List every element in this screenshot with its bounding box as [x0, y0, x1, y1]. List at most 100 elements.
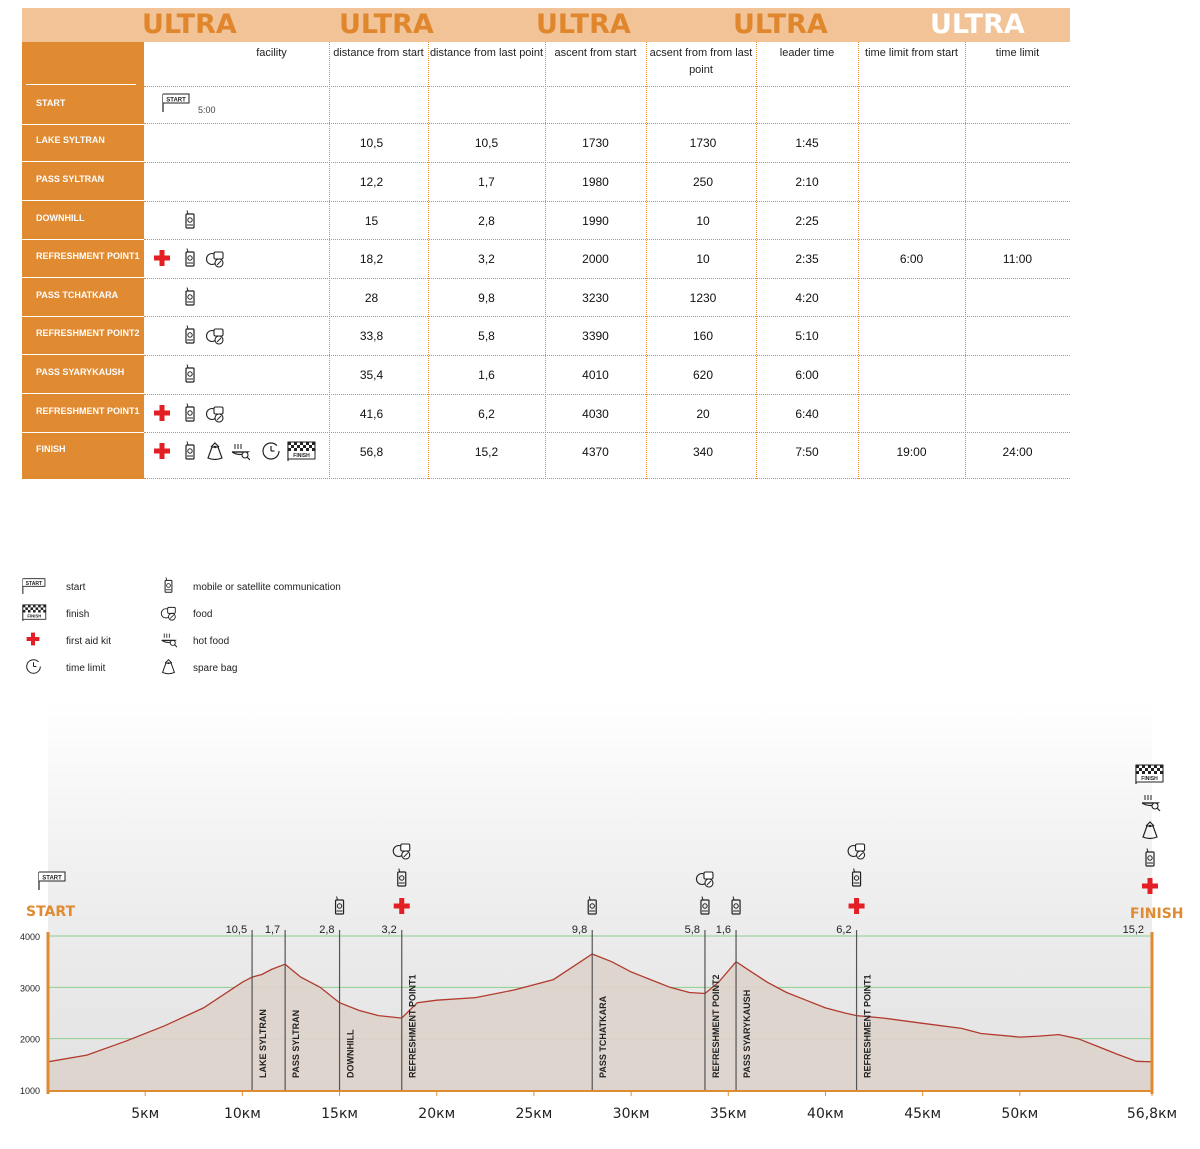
clock-icon: [261, 441, 281, 467]
table-cell: 2:25: [795, 214, 819, 228]
aid-icon: [1142, 878, 1158, 894]
row-divider: [144, 123, 1070, 124]
row-label: REFRESHMENT POINT1: [36, 406, 140, 416]
phone-icon: [180, 364, 200, 390]
phone-icon: [851, 868, 862, 887]
table-cell: 6:40: [795, 407, 819, 421]
legend-label: food: [193, 609, 213, 620]
ultra-banner-label: ULTRA: [339, 9, 434, 40]
segment-distance-label: 6,2: [836, 924, 851, 936]
ultra-banner-label: ULTRA: [536, 9, 631, 40]
row-divider: [144, 478, 1070, 479]
row-label: DOWNHILL: [36, 213, 85, 223]
phone-icon: [160, 577, 177, 600]
finish-icon: FINISH: [287, 441, 317, 467]
row-label-separator: [22, 316, 144, 317]
table-cell: 4030: [582, 407, 609, 421]
phone-icon: [1145, 848, 1155, 867]
elevation-profile-chart: 1000 2000 3000 4000 5км 10км 15км 20км 25км 30км 3…: [20, 699, 1184, 1122]
food-icon: [160, 604, 177, 627]
column-header: ascent from start: [554, 47, 637, 59]
food-icon: [847, 843, 866, 860]
row-label-separator: [22, 200, 144, 201]
checkpoint-name: PASS TCHATKARA: [598, 995, 608, 1078]
aid-icon: [152, 403, 172, 429]
checkpoint-name: REFRESHMENT POINT1: [408, 974, 418, 1078]
segment-distance-label: 1,7: [265, 924, 280, 936]
ultra-banner-label: ULTRA: [733, 9, 828, 40]
table-cell: 10: [696, 252, 710, 266]
svg-text:FINISH: FINISH: [293, 453, 310, 459]
x-tick-label: 50км: [1001, 1106, 1038, 1122]
row-label-separator: [22, 432, 144, 433]
table-cell: 6:00: [795, 368, 819, 382]
aid-icon: [848, 898, 865, 914]
checkpoint-name: LAKE SYLTRAN: [258, 1009, 268, 1078]
column-header: time limit: [995, 47, 1040, 59]
bag-icon: [160, 658, 177, 681]
table-cell: 7:50: [795, 445, 819, 459]
table-cell: 6:00: [899, 252, 924, 266]
row-divider: [144, 201, 1070, 202]
row-divider: [144, 86, 1070, 87]
table-cell: 160: [692, 329, 714, 343]
x-tick-label: 35км: [710, 1106, 747, 1122]
table-cell: 1,7: [478, 175, 495, 189]
x-tick-label: 20км: [418, 1106, 455, 1122]
row-label-column: START LAKE SYLTRAN PASS SYLTRAN DOWNHILL REF…: [22, 42, 144, 479]
column-header: facility: [256, 47, 287, 59]
hotfood-icon: [1141, 795, 1161, 812]
start-icon: START: [22, 577, 48, 600]
table-cell: 4:20: [795, 291, 819, 305]
row-label-separator: [22, 393, 144, 394]
phone-icon: [397, 868, 407, 887]
table-cell: 2000: [582, 252, 609, 266]
hotfood-icon: [230, 441, 251, 467]
table-cell: 1990: [582, 214, 609, 228]
table-cell: 3230: [582, 291, 609, 305]
row-label: START: [36, 98, 66, 108]
table-cell: 9,8: [478, 291, 495, 305]
table-cell: 33,8: [359, 329, 384, 343]
x-tick-label: 56,8км: [1127, 1106, 1177, 1122]
table-cell: 41,6: [359, 407, 384, 421]
table-cell: 1980: [582, 175, 609, 189]
table-cell: 2,8: [478, 214, 495, 228]
column-divider: [756, 42, 757, 479]
start-icon: START: [38, 871, 66, 890]
phone-icon: [180, 248, 200, 274]
row-label: PASS SYARYKAUSH: [36, 367, 125, 377]
column-header: acsent from from last point: [649, 47, 753, 76]
table-cell: 10: [696, 214, 710, 228]
phone-icon: [180, 403, 200, 429]
svg-text:START: START: [26, 581, 43, 587]
table-cell: 5,8: [478, 329, 495, 343]
table-cell: 10,5: [359, 136, 384, 150]
segment-distance-label: 9,8: [572, 924, 587, 936]
y-tick-label: 1000: [20, 1086, 40, 1096]
bag-icon: [205, 441, 225, 467]
start-label: START: [26, 904, 76, 920]
elevation-area: [48, 954, 1152, 1090]
table-cell: 4370: [582, 445, 609, 459]
table-cell: 1230: [689, 291, 717, 305]
checkpoint-name: DOWNHILL: [346, 1029, 356, 1078]
table-cell: 5:10: [795, 329, 819, 343]
legend-label: mobile or satellite communication: [193, 582, 341, 593]
table-cell: 2:35: [795, 252, 819, 266]
row-label-separator: [22, 161, 144, 162]
table-cell: 12,2: [359, 175, 384, 189]
y-tick-label: 3000: [20, 983, 40, 993]
row-divider: [144, 278, 1070, 279]
header-separator: [26, 84, 136, 85]
column-divider: [428, 42, 429, 479]
table-cell: 3,2: [478, 252, 495, 266]
phone-icon: [700, 896, 710, 915]
x-tick-label: 45км: [904, 1106, 941, 1122]
finish-label: FINISH: [1130, 906, 1184, 922]
column-header: leader time: [779, 47, 835, 59]
legend-label: first aid kit: [66, 636, 112, 647]
legend-label: hot food: [193, 636, 230, 647]
table-cell: 11:00: [1002, 252, 1033, 266]
row-divider: [144, 432, 1070, 433]
